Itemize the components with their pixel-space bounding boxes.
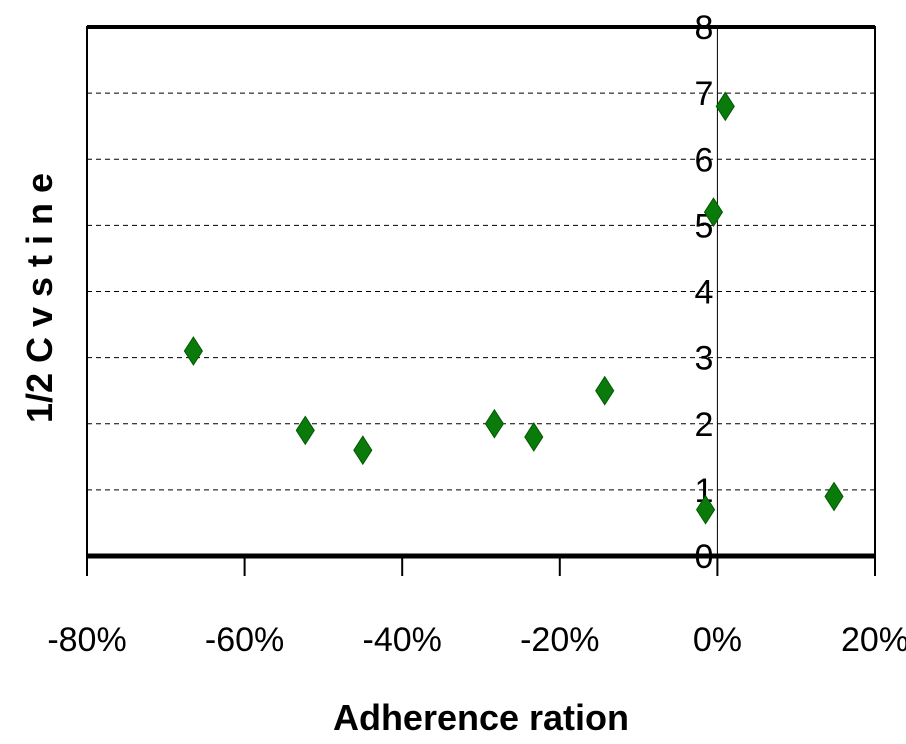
y-tick-label: 8 [694, 9, 713, 47]
x-tick-label: -80% [47, 621, 126, 659]
x-axis-title: Adherence ration [333, 697, 629, 738]
x-tick-label: -40% [363, 621, 442, 659]
data-point [484, 408, 504, 439]
data-point [353, 435, 373, 466]
gridlines [87, 92, 875, 491]
y-axis-title: 1/2 C v s t i n e [19, 173, 60, 423]
data-point [524, 422, 544, 452]
y-tick-label: 6 [694, 141, 713, 179]
data-point [695, 494, 716, 525]
y-tick-label: 2 [694, 406, 713, 444]
data-point [703, 197, 724, 228]
x-tick-label: -20% [520, 621, 599, 659]
data-point [715, 91, 735, 122]
y-tick-label: 7 [694, 75, 713, 113]
data-point [183, 336, 203, 366]
x-axis-ticks [86, 556, 876, 576]
y-tick-label: 4 [694, 274, 713, 312]
x-tick-label: 20% [841, 621, 906, 659]
x-axis-tick-labels: -80% -60% -40% -20% 0% 20% [47, 621, 906, 659]
data-points [183, 91, 844, 525]
data-point [295, 415, 315, 446]
data-point [824, 481, 844, 512]
x-tick-label: -60% [205, 621, 284, 659]
x-tick-label: 0% [693, 621, 742, 659]
y-tick-label: 0 [694, 538, 713, 576]
data-point [595, 375, 615, 406]
y-tick-label: 3 [694, 340, 713, 378]
